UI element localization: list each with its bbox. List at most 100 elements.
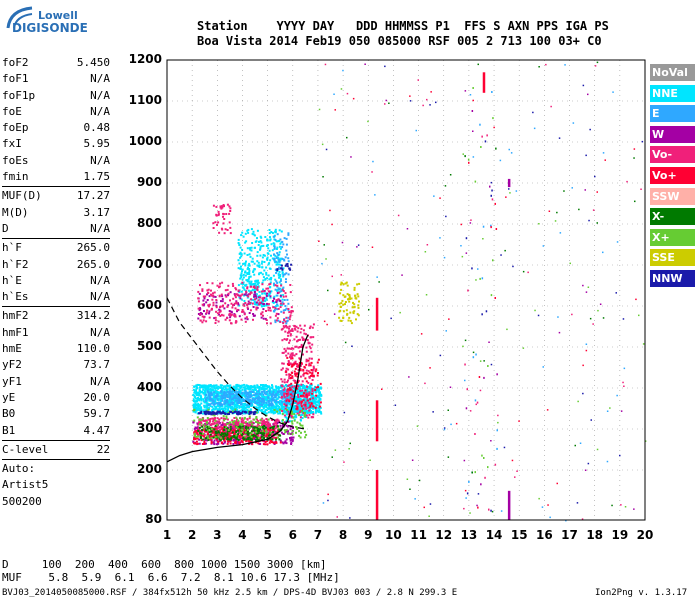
noise-point (622, 381, 624, 384)
echo-point (219, 408, 222, 411)
noise-point (471, 471, 473, 474)
echo-point (251, 232, 254, 235)
noise-point (318, 240, 320, 242)
echo-point (268, 262, 271, 265)
echo-point (205, 301, 208, 304)
echo-point (229, 316, 232, 319)
echo-point (235, 388, 238, 391)
noise-point (372, 160, 374, 163)
echo-point (292, 416, 295, 419)
echo-point (194, 436, 197, 439)
echo-point (234, 296, 237, 299)
echo-point (213, 291, 216, 294)
echo-point (224, 402, 227, 405)
echo-point (277, 427, 280, 430)
noise-point (587, 93, 589, 96)
echo-point (204, 437, 207, 440)
echo-point (319, 401, 322, 404)
echo-point (253, 427, 256, 430)
noise-point (626, 180, 628, 183)
noise-point (537, 314, 540, 317)
echo-point (212, 395, 215, 398)
echo-point (269, 282, 272, 285)
echo-point (255, 306, 258, 309)
echo-point (236, 409, 239, 411)
noise-point (476, 401, 479, 404)
echo-point (288, 373, 291, 376)
echo-point (228, 400, 230, 403)
echo-point (257, 390, 260, 393)
noise-point (464, 489, 467, 492)
echo-point (267, 309, 270, 312)
echo-point (197, 300, 200, 303)
echo-point (269, 316, 272, 319)
echo-point (358, 282, 361, 285)
echo-point (346, 293, 349, 296)
echo-point (235, 300, 238, 303)
echo-point (204, 401, 207, 404)
echo-point (283, 385, 286, 388)
echo-point (281, 246, 284, 249)
echo-point (237, 429, 240, 432)
echo-point (286, 326, 289, 329)
echo-point (307, 405, 309, 408)
echo-point (265, 435, 268, 438)
echo-point (250, 395, 253, 398)
echo-point (247, 386, 250, 389)
echo-point (209, 423, 212, 426)
echo-point (275, 319, 278, 322)
echo-point (215, 406, 218, 409)
noise-point (429, 367, 431, 369)
echo-point (285, 392, 288, 395)
echo-point (297, 414, 300, 417)
echo-point (210, 428, 213, 430)
noise-point (487, 365, 489, 367)
echo-point (253, 433, 256, 436)
echo-point (279, 294, 282, 297)
echo-point (282, 388, 285, 391)
noise-point (424, 251, 427, 253)
echo-point (239, 392, 242, 395)
echo-point (250, 430, 253, 433)
echo-point (355, 318, 357, 321)
echo-point (271, 404, 274, 407)
echo-point (203, 391, 206, 393)
param-label: 500200 (2, 494, 42, 508)
noise-point (341, 241, 344, 244)
echo-point (243, 438, 246, 441)
echo-point (208, 303, 211, 306)
echo-point (291, 363, 294, 366)
echo-point (237, 399, 240, 402)
echo-point (271, 436, 274, 439)
echo-point (300, 383, 303, 386)
echo-point (214, 295, 217, 298)
echo-point (231, 396, 234, 398)
echo-point (222, 430, 225, 433)
echo-point (228, 387, 231, 390)
echo-point (273, 297, 276, 300)
echo-point (203, 401, 206, 404)
echo-point (220, 313, 223, 316)
echo-point (281, 258, 284, 260)
echo-point (205, 404, 208, 407)
echo-point (275, 271, 278, 274)
echo-point (271, 385, 274, 388)
noise-point (491, 198, 494, 201)
echo-point (278, 396, 281, 399)
param-label: foEp (2, 121, 29, 135)
echo-point (275, 301, 278, 303)
echo-point (279, 275, 282, 278)
echo-point (263, 254, 266, 257)
echo-point (199, 312, 202, 314)
echo-point (235, 320, 238, 323)
echo-point (310, 374, 312, 377)
echo-point (222, 314, 225, 317)
echo-point (206, 435, 209, 438)
echo-point (198, 423, 201, 426)
noise-point (477, 493, 480, 495)
echo-point (292, 396, 294, 399)
echo-point (228, 393, 231, 396)
noise-point (571, 313, 573, 316)
echo-point (212, 400, 215, 403)
echo-point (260, 397, 263, 400)
